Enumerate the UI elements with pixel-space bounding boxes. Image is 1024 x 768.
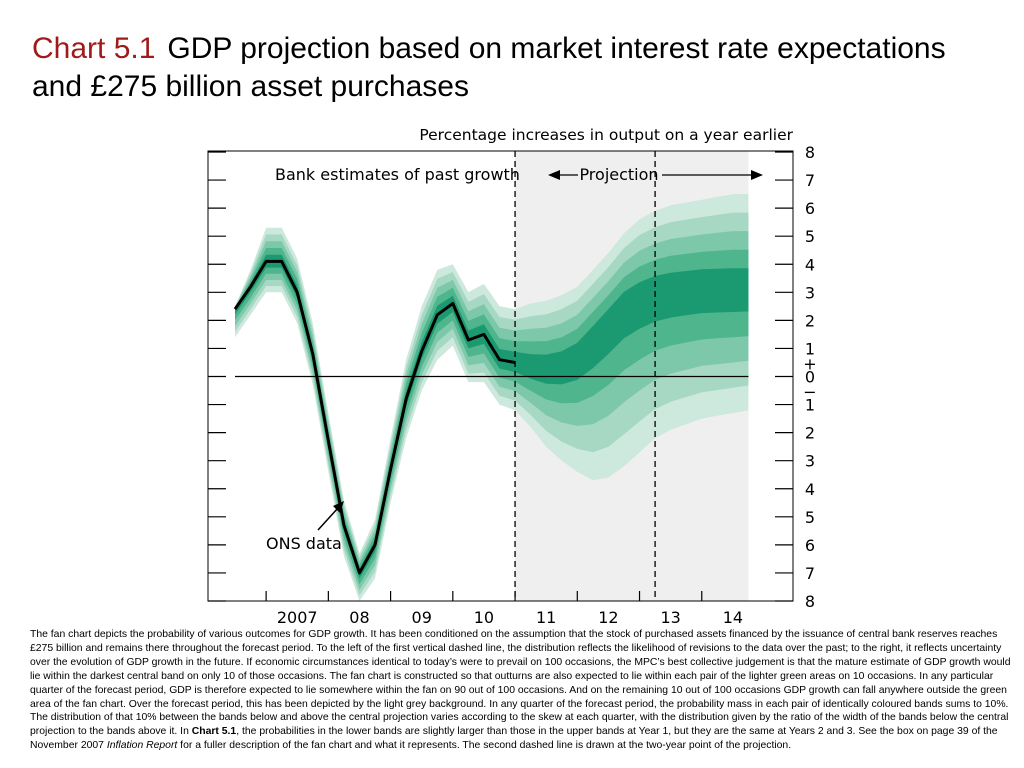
ons-arrowhead: [333, 501, 344, 513]
caption-chart-reference: Chart 5.1: [191, 726, 237, 738]
fan-band-5: [235, 254, 749, 579]
ons-data-line: [233, 259, 516, 575]
y-tick-label: 7: [805, 564, 815, 583]
caption-report-name: Inflation Report: [106, 740, 178, 752]
y-tick-label: 1: [805, 396, 815, 415]
annotation-ons-data: ONS data: [266, 534, 342, 553]
y-tick-label: 4: [805, 480, 815, 499]
y-tick-label: 5: [805, 227, 815, 246]
y-tick-label: 7: [805, 171, 815, 190]
y-tick-label: 3: [805, 283, 815, 302]
y-tick-label: 0: [805, 368, 815, 387]
caption-text-2: , the probabilities in the lower bands a…: [30, 726, 998, 752]
y-tick-label: 8: [805, 592, 815, 611]
annotation-past-growth: Bank estimates of past growth: [275, 165, 520, 184]
plot-area: [233, 151, 749, 601]
y-tick-label: 6: [805, 199, 815, 218]
y-tick-label: 3: [805, 452, 815, 471]
y-tick-label: 2: [805, 311, 815, 330]
chart-title-text: GDP projection based on market interest …: [32, 32, 946, 103]
y-sign-plus: +: [803, 355, 816, 374]
x-tick-label: 14: [723, 608, 743, 625]
x-tick-label: 2007: [277, 608, 318, 625]
chart-number: Chart 5.1: [32, 32, 156, 65]
axes: [207, 150, 794, 602]
chart-title: Chart 5.1 GDP projection based on market …: [32, 30, 992, 106]
caption-text-1: The fan chart depicts the probability of…: [30, 629, 1011, 738]
x-tick-label: 10: [474, 608, 494, 625]
x-tick-label: 08: [349, 608, 369, 625]
y-tick-label: 2: [805, 424, 815, 443]
y-tick-label: 4: [805, 255, 815, 274]
y-sign-minus: −: [803, 383, 816, 402]
x-tick-label: 09: [412, 608, 432, 625]
projection-arrowhead-right: [751, 170, 763, 180]
chart-labels: Percentage increases in output on a year…: [266, 126, 817, 625]
y-tick-label: 1: [805, 339, 815, 358]
chart-subtitle: Percentage increases in output on a year…: [419, 126, 793, 144]
projection-arrowhead-left: [548, 170, 560, 180]
chart-caption: The fan chart depicts the probability of…: [30, 628, 1020, 753]
y-tick-label: 8: [805, 143, 815, 162]
ons-arrow-line: [317, 507, 339, 531]
y-tick-label: 5: [805, 508, 815, 527]
y-tick-label: 6: [805, 536, 815, 555]
annotation-projection: Projection: [579, 165, 658, 184]
caption-text-3: for a fuller description of the fan char…: [177, 740, 792, 752]
x-tick-label: 12: [598, 608, 618, 625]
x-tick-label: 13: [660, 608, 680, 625]
x-tick-label: 11: [536, 608, 556, 625]
fan-chart: Percentage increases in output on a year…: [207, 126, 817, 625]
